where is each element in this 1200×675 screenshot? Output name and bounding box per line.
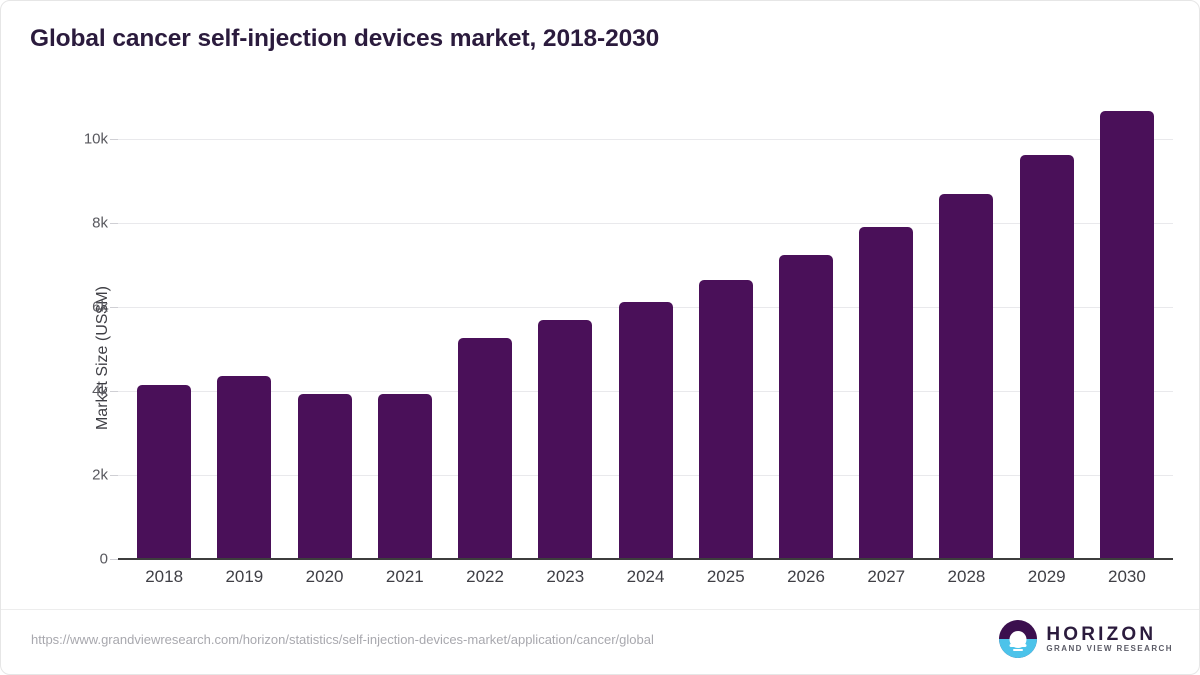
bar-2019[interactable] [217,375,272,559]
bar-2030[interactable] [1099,111,1154,559]
bar-column [124,139,204,559]
horizon-mark-icon [999,620,1038,658]
bar-column [686,139,766,559]
logo-ray-2 [1013,648,1024,652]
bar-column [204,139,284,559]
bar-column [445,139,525,559]
page-title: Global cancer self-injection devices mar… [30,25,660,52]
x-tick-label-2020: 2020 [305,567,344,586]
bar-2025[interactable] [698,280,753,559]
x-axis: 2018 2019 2020 2021 2022 2023 2024 2025 2026 2027… [118,567,1173,587]
source-url[interactable]: https://www.grandviewresearch.com/horizo… [31,632,654,647]
plot-area [118,111,1173,560]
bar-column [1007,139,1087,559]
x-tick-label-2018: 2018 [145,567,184,586]
gridline-10k [118,139,1173,140]
y-tick-label: 8k [92,214,108,232]
x-tick-label-2022: 2022 [466,567,504,586]
bar-2022[interactable] [458,338,513,559]
bar-2027[interactable] [859,227,914,559]
x-tick-label-2025: 2025 [706,567,745,586]
logo-brand-sub: GRAND VIEW RESEARCH [1046,644,1173,653]
x-tick-label-2026: 2026 [787,567,825,586]
bar-2024[interactable] [618,301,673,559]
x-tick-label-2028: 2028 [947,567,986,586]
bar-column [846,139,926,559]
bar-column [284,139,364,559]
logo-brand-name: HORIZON [1046,624,1157,645]
gridline-8k [118,223,1173,224]
y-tick-label: 6k [92,298,108,316]
logo-ray-1 [1009,644,1027,647]
y-tick-mark [110,139,118,140]
x-tick-label-2024: 2024 [626,567,665,586]
x-tick-label-2027: 2027 [867,567,906,586]
y-axis-label: Market Size (US$M) [94,285,111,431]
bar-2028[interactable] [939,194,994,559]
bar-column [766,139,846,559]
bar-2026[interactable] [778,254,833,559]
logo-sun-icon [1009,631,1027,649]
y-tick-mark [110,307,118,308]
x-tick-label-2023: 2023 [546,567,585,586]
y-tick-label: 2k [92,466,108,484]
y-tick-label: 4k [92,382,108,400]
bar-column [525,139,605,559]
x-tick-label-2021: 2021 [385,567,424,586]
bar-2029[interactable] [1019,154,1074,559]
bar-2020[interactable] [297,393,352,559]
x-tick-label-2029: 2029 [1027,567,1066,586]
y-tick-label: 10k [83,130,108,148]
bar-2023[interactable] [538,320,593,559]
y-tick-mark [110,223,118,224]
x-tick-label-2030: 2030 [1108,567,1146,586]
footer-divider [1,609,1199,610]
gridline-0 [118,559,1173,560]
y-tick-mark [110,475,118,476]
bar-2021[interactable] [377,393,432,559]
bar-column [926,139,1006,559]
x-tick-label-2019: 2019 [225,567,264,586]
y-tick-label: 0 [99,550,108,568]
x-axis-line [118,558,1173,560]
y-tick-mark [110,391,118,392]
y-tick-mark [110,559,118,560]
bar-column [365,139,445,559]
bar-series [118,111,1173,559]
logo-text: HORIZON GRAND VIEW RESEARCH [1046,625,1173,653]
logo-lower-half [999,639,1038,658]
bar-2018[interactable] [137,385,192,559]
bar-column [1087,111,1167,559]
horizon-logo[interactable]: HORIZON GRAND VIEW RESEARCH [999,619,1173,659]
bar-column [605,139,685,559]
